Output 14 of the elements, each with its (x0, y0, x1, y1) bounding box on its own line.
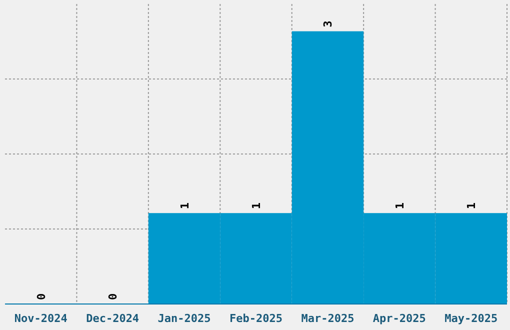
x-tick-label: Mar-2025 (301, 312, 354, 326)
data-label: 1 (178, 202, 192, 210)
x-tick-label: Nov-2024 (14, 312, 68, 326)
x-tick-label: Apr-2025 (372, 312, 426, 326)
x-tick-label: Dec-2024 (86, 312, 140, 326)
x-tick-label: May-2025 (444, 312, 498, 326)
data-label: 1 (465, 202, 478, 210)
data-label: 1 (393, 202, 406, 210)
x-tick-label: Feb-2025 (230, 312, 282, 326)
x-tick-label: Jan-2025 (158, 312, 211, 326)
data-label: 3 (322, 20, 335, 28)
data-label: 1 (250, 202, 263, 210)
data-label: 0 (106, 293, 120, 300)
data-label: 0 (34, 293, 48, 300)
